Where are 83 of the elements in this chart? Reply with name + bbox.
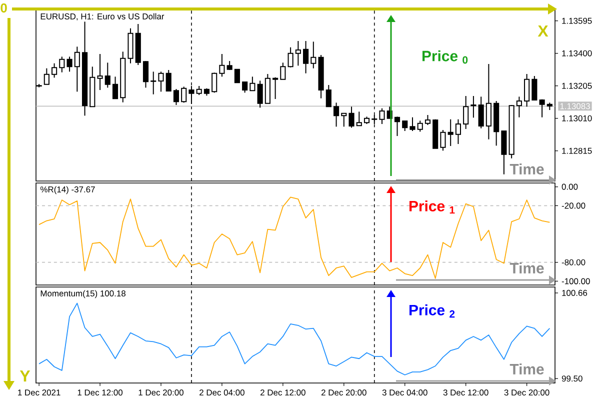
annotation: Price $_{0}$ [422, 50, 468, 64]
x-tick-label: 2 Dec 04:00 [200, 390, 244, 396]
x-tick-label: 1 Dec 12:00 [78, 390, 123, 396]
x-tick-label: 1 Dec 2021 [18, 390, 60, 396]
annotation: Time [510, 364, 544, 374]
candlestick [501, 130, 507, 175]
candlestick [486, 63, 492, 140]
candlestick [158, 71, 164, 92]
candlestick [242, 81, 248, 94]
annotation: X [538, 26, 548, 36]
candlestick [326, 84, 332, 108]
candlestick [333, 102, 340, 128]
candlestick [295, 40, 301, 66]
y-tick-label: 1.13205 [562, 82, 592, 89]
candlestick [539, 98, 545, 118]
candlestick [272, 76, 278, 100]
y-tick-label: -100.00 [562, 278, 590, 284]
line-series [38, 302, 550, 376]
candlestick [348, 106, 354, 128]
text: Y [20, 370, 30, 382]
x-tick-label: 3 Dec 20:00 [504, 390, 550, 396]
candlestick [288, 46, 294, 68]
candlestick [142, 60, 149, 88]
candlestick [219, 53, 225, 78]
candlestick [303, 40, 309, 74]
candlestick [532, 75, 538, 100]
annotation: Price $_{2}$ [409, 304, 455, 318]
candlestick [463, 95, 469, 130]
candlestick [150, 71, 156, 95]
chart-title: %R(14) -37.67 [40, 186, 95, 194]
candlestick [59, 56, 65, 73]
candlestick [524, 73, 530, 108]
candlestick [379, 108, 385, 124]
candlestick [417, 120, 423, 132]
candlestick [402, 120, 408, 132]
candlestick [410, 116, 416, 132]
candlestick [234, 68, 240, 84]
x-tick-label: 1 Dec 20:00 [138, 390, 184, 396]
candlestick [181, 86, 187, 104]
y-tick-label: 1.12815 [562, 148, 592, 154]
candlestick [516, 96, 522, 118]
x-tick-label: 2 Dec 20:00 [321, 390, 366, 396]
candlestick [44, 68, 50, 85]
x-tick-label: 3 Dec 12:00 [443, 390, 488, 396]
candlestick [97, 53, 103, 90]
annotation: Time [510, 262, 544, 274]
annotation: Price $_{1}$ [409, 200, 455, 214]
annotation: Time [510, 164, 544, 174]
y-tick-label: 1.13010 [562, 115, 592, 122]
x-tick-label: 2 Dec 12:00 [260, 390, 306, 396]
chart-title: EURUSD, H1: Euro vs US Dollar [40, 13, 164, 20]
chart-title: Momentum(15) 100.18 [40, 290, 126, 298]
candlestick [341, 112, 347, 128]
ref-line-label: 1.13083 [560, 103, 590, 110]
candlestick [478, 96, 484, 129]
candlestick [424, 114, 431, 126]
candlestick [448, 118, 454, 146]
y-tick-label: 0.00 [562, 184, 578, 190]
candlestick [470, 95, 476, 118]
candlestick [104, 62, 110, 88]
text: 0 [0, 3, 7, 13]
candlestick [66, 56, 72, 72]
candlestick [212, 72, 218, 94]
candlestick [74, 46, 80, 92]
candlestick [280, 62, 286, 80]
y-tick-label: 99.50 [562, 376, 582, 382]
candlestick [356, 111, 362, 126]
candlestick [250, 76, 256, 92]
candlestick [166, 69, 172, 92]
y-tick-label: -20.00 [562, 202, 586, 209]
candlestick [455, 118, 461, 144]
candlestick [257, 80, 263, 108]
candlestick [394, 116, 400, 136]
candlestick [173, 88, 180, 106]
y-tick-label: 1.13400 [562, 50, 592, 56]
y-tick-label: 1.13595 [562, 18, 592, 24]
candlestick [440, 129, 446, 152]
candlestick [310, 41, 316, 69]
x-tick-label: 3 Dec 04:00 [382, 390, 428, 396]
y-tick-label: 100.66 [562, 290, 588, 296]
candlestick [52, 62, 58, 78]
candlestick [112, 76, 118, 100]
y-tick-label: -80.00 [562, 259, 586, 266]
